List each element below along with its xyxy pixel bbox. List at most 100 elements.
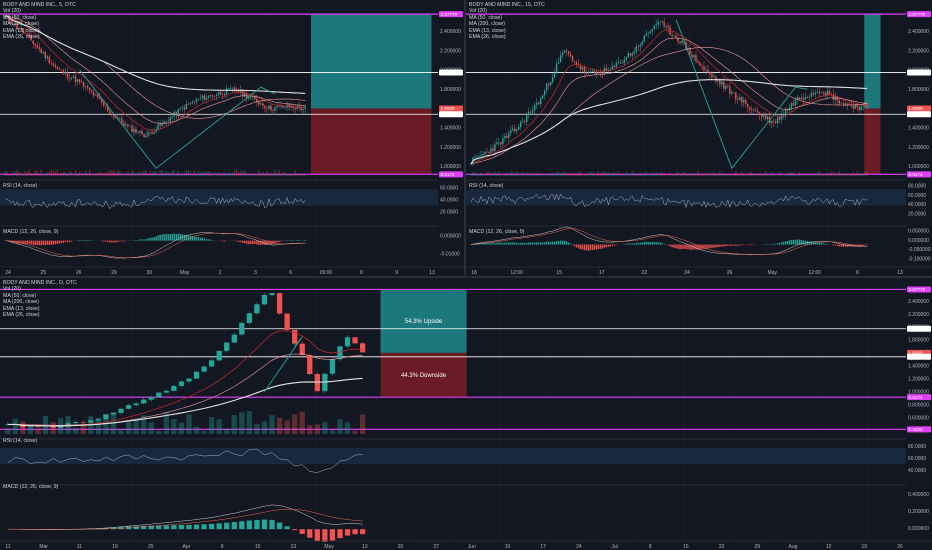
candle bbox=[643, 35, 645, 42]
volume-bar bbox=[131, 170, 133, 176]
macd-histogram-bar bbox=[169, 233, 171, 241]
macd-histogram-bar bbox=[276, 240, 278, 243]
volume-bar bbox=[284, 172, 286, 176]
price-badge-label: 1.6000 bbox=[441, 106, 455, 111]
chart-panel-15m[interactable]: 2.4000002.2000002.0000001.8000001.600000… bbox=[466, 0, 932, 276]
volume-bar bbox=[113, 169, 115, 176]
macd-histogram-bar bbox=[32, 240, 34, 245]
candle bbox=[5, 424, 11, 426]
macd-histogram-bar bbox=[260, 240, 262, 245]
candle bbox=[307, 354, 313, 375]
macd-histogram-bar bbox=[816, 242, 819, 245]
downside-label: 44.3% Downside bbox=[401, 373, 447, 379]
candle bbox=[224, 342, 230, 351]
chart-canvas-5m[interactable]: 2.4000002.2000002.0000001.8000001.600000… bbox=[0, 0, 464, 276]
chart-panel-daily[interactable]: 54.3% Upside 44.3% Downside 2.400000 2.2000… bbox=[0, 278, 932, 550]
candle bbox=[193, 371, 200, 379]
volume-bar bbox=[159, 169, 161, 176]
volume-bar bbox=[522, 172, 524, 176]
price-tick: 2.400000 bbox=[908, 299, 929, 305]
volume-bar bbox=[719, 171, 721, 176]
candle bbox=[854, 104, 856, 109]
candle bbox=[699, 62, 701, 66]
volume-bar bbox=[56, 169, 59, 176]
candle bbox=[494, 144, 496, 152]
candle bbox=[651, 29, 653, 32]
volume-bar bbox=[183, 172, 186, 176]
price-badge bbox=[907, 111, 931, 118]
candle bbox=[215, 94, 218, 96]
volume-bar bbox=[147, 174, 149, 176]
macd-histogram-bar bbox=[248, 240, 250, 245]
candle bbox=[534, 104, 536, 111]
time-tick: 26 bbox=[897, 544, 903, 550]
vertical-divider[interactable] bbox=[464, 0, 466, 276]
macd-histogram-bar bbox=[42, 240, 44, 245]
volume-bar bbox=[127, 171, 129, 176]
upside-zone bbox=[310, 14, 432, 109]
macd-histogram-bar bbox=[663, 243, 665, 245]
volume-bar bbox=[50, 422, 56, 434]
horizontal-divider[interactable] bbox=[0, 276, 932, 278]
candle bbox=[848, 103, 850, 105]
rsi-label: RSI (14, close) bbox=[3, 438, 38, 444]
macd-line bbox=[5, 232, 306, 259]
volume-bar bbox=[294, 170, 296, 176]
macd-histogram-bar bbox=[175, 234, 177, 241]
candle bbox=[42, 52, 44, 54]
volume-bar bbox=[551, 173, 554, 176]
macd-histogram-bar bbox=[157, 235, 159, 241]
candle bbox=[830, 94, 833, 95]
macd-histogram-bar bbox=[774, 243, 777, 245]
candle bbox=[111, 113, 113, 115]
macd-histogram-bar bbox=[565, 241, 568, 245]
rsi-tick: 60.0000 bbox=[440, 185, 458, 191]
macd-line bbox=[470, 226, 868, 256]
volume-bar bbox=[790, 172, 793, 176]
volume-bar bbox=[685, 172, 687, 176]
macd-histogram-bar bbox=[103, 527, 109, 530]
rsi-band bbox=[0, 448, 906, 464]
candle bbox=[814, 92, 817, 95]
candle bbox=[729, 86, 731, 94]
pattern-line bbox=[675, 19, 808, 170]
price-tick: 2.200000 bbox=[440, 48, 461, 54]
candle bbox=[38, 47, 40, 49]
candle bbox=[772, 120, 775, 122]
macd-histogram-bar bbox=[733, 244, 735, 246]
candle bbox=[266, 108, 268, 109]
macd-histogram-bar bbox=[239, 521, 245, 530]
candle bbox=[711, 74, 713, 78]
chart-canvas-daily[interactable]: 54.3% Upside 44.3% Downside 2.400000 2.2000… bbox=[0, 278, 932, 550]
candle bbox=[44, 52, 47, 59]
chart-panel-5m[interactable]: 2.4000002.2000002.0000001.8000001.600000… bbox=[0, 0, 464, 276]
macd-histogram-bar bbox=[681, 244, 683, 249]
candle bbox=[647, 33, 649, 35]
candle bbox=[216, 350, 222, 361]
candle bbox=[649, 31, 651, 34]
volume-bar bbox=[269, 415, 275, 434]
volume-bar bbox=[691, 173, 693, 176]
macd-tick: 0.000000 bbox=[440, 234, 461, 240]
time-tick: 11 bbox=[77, 544, 82, 550]
candle bbox=[810, 93, 813, 97]
volume-bar bbox=[637, 173, 639, 176]
macd-histogram-bar bbox=[181, 234, 184, 241]
candle bbox=[679, 41, 681, 44]
candle bbox=[185, 103, 188, 110]
candle bbox=[72, 76, 75, 78]
candle bbox=[804, 97, 807, 100]
candle bbox=[127, 124, 129, 126]
candle bbox=[149, 132, 151, 133]
volume-bar bbox=[862, 172, 864, 176]
volume-bar bbox=[96, 172, 99, 176]
candle bbox=[547, 83, 550, 86]
macd-histogram-bar bbox=[121, 240, 123, 242]
volume-bar bbox=[68, 171, 71, 176]
candle bbox=[806, 97, 809, 98]
candle bbox=[76, 79, 79, 82]
price-badge-label: 1.53976 bbox=[909, 112, 926, 117]
candle bbox=[812, 93, 815, 95]
volume-bar bbox=[757, 173, 759, 176]
chart-canvas-15m[interactable]: 2.4000002.2000002.0000001.8000001.600000… bbox=[466, 0, 932, 276]
